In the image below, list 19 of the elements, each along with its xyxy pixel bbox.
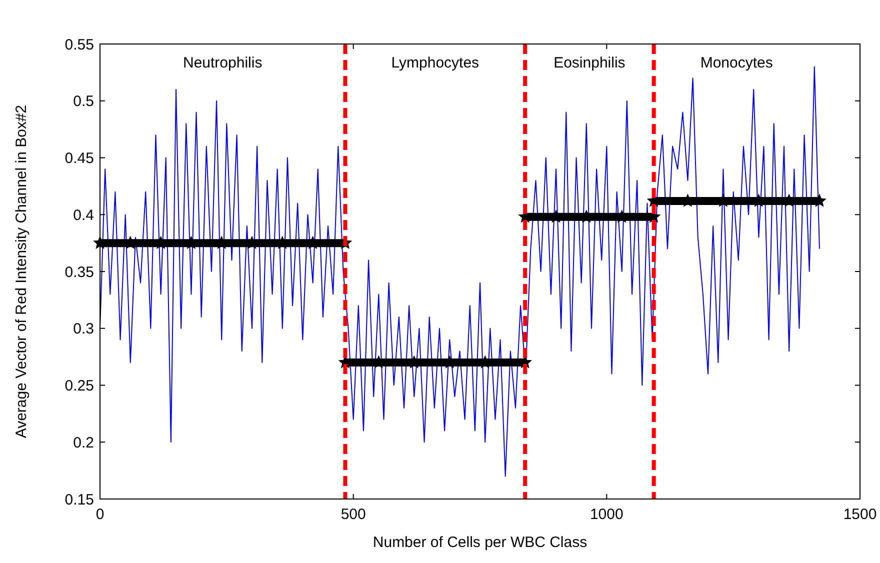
annotation: Neutrophilis	[183, 54, 262, 72]
y-tick-label: 0.3	[73, 320, 94, 338]
y-tick-label: 0.4	[73, 206, 94, 224]
y-tick-label: 0.15	[64, 491, 94, 508]
annotation: Monocytes	[700, 54, 773, 72]
y-tick-label: 0.35	[64, 264, 94, 281]
x-tick-label: 1500	[843, 506, 877, 523]
x-tick-label: 500	[340, 506, 366, 523]
annotation: Lymphocytes	[391, 54, 480, 72]
y-axis-title: Average Vector of Red Intensity Channel in Box#2	[13, 104, 30, 438]
x-tick-label: 0	[96, 506, 104, 523]
y-tick-label: 0.25	[64, 378, 94, 394]
annotation: Eosinphilis	[554, 54, 626, 72]
y-tick-label: 0.55	[64, 36, 94, 54]
x-axis-title: Number of Cells per WBC Class	[372, 534, 588, 551]
y-tick-label: 0.2	[73, 434, 94, 452]
y-tick-label: 0.5	[73, 93, 94, 110]
x-tick-label: 1000	[590, 506, 624, 523]
y-tick-label: 0.45	[64, 150, 94, 167]
